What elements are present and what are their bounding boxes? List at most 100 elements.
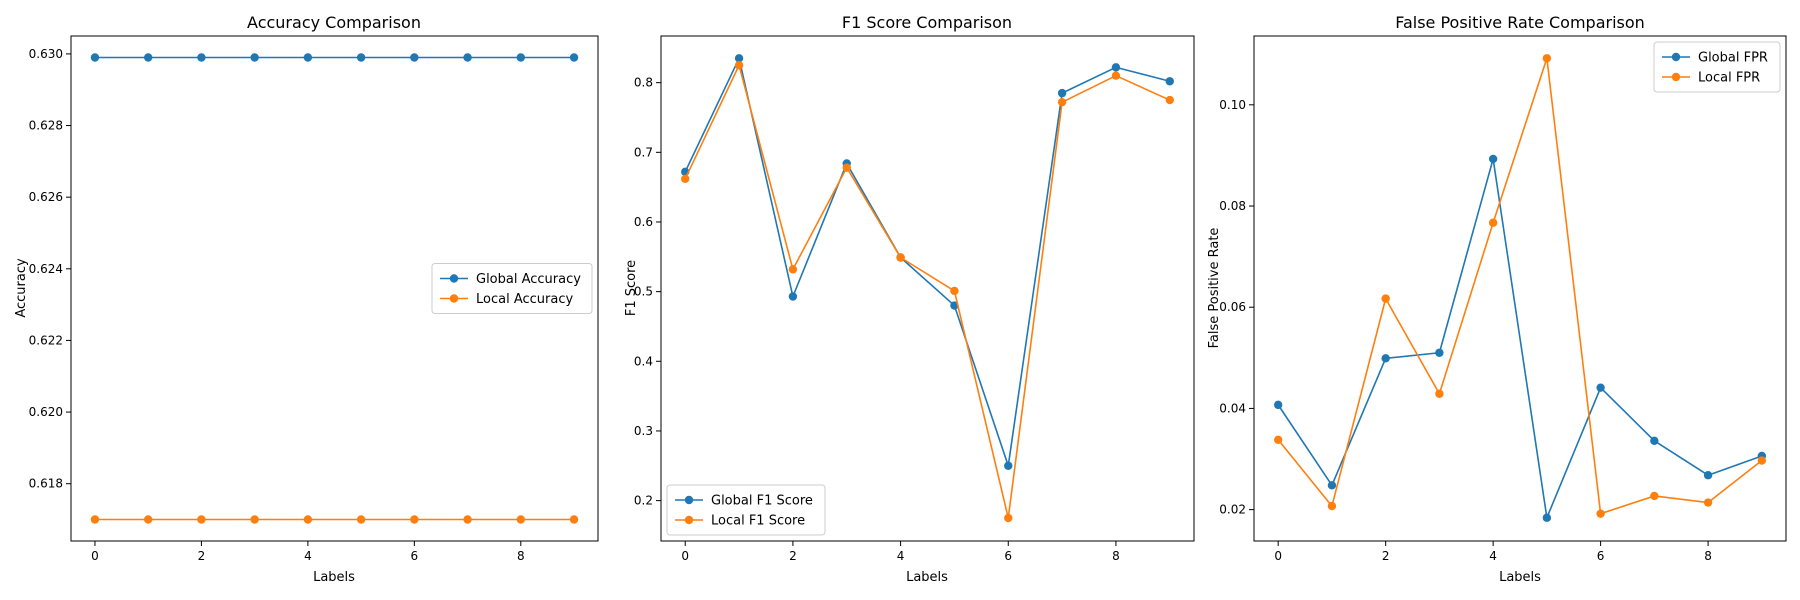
x-tick-label: 8 bbox=[1704, 549, 1712, 563]
y-tick-label: 0.630 bbox=[29, 47, 63, 61]
y-tick-label: 0.08 bbox=[1219, 199, 1246, 213]
y-axis-label: False Positive Rate bbox=[1207, 228, 1222, 349]
legend: Global F1 Score Local F1 Score bbox=[666, 484, 826, 536]
legend-swatch-marker bbox=[1671, 52, 1681, 62]
data-point bbox=[516, 515, 526, 524]
data-point bbox=[1488, 218, 1498, 227]
data-point bbox=[1703, 498, 1713, 507]
data-point bbox=[1542, 513, 1552, 522]
legend-label: Global FPR bbox=[1698, 51, 1768, 66]
data-point bbox=[1327, 501, 1337, 511]
data-point bbox=[1542, 54, 1552, 63]
y-tick-label: 0.6 bbox=[634, 215, 653, 229]
y-tick-label: 0.3 bbox=[634, 424, 653, 438]
data-point bbox=[1757, 456, 1767, 465]
data-point bbox=[734, 54, 744, 63]
x-tick-label: 8 bbox=[1112, 549, 1120, 563]
y-tick-label: 0.622 bbox=[29, 333, 63, 347]
data-point bbox=[303, 515, 313, 524]
f1-score-panel: F1 Score Comparison Labels F1 Score 0 2 4 6… bbox=[624, 13, 1195, 585]
y-tick-label: 0.624 bbox=[29, 262, 63, 276]
data-point bbox=[1057, 88, 1067, 98]
x-axis-label: Labels bbox=[1499, 570, 1541, 585]
data-point bbox=[1488, 154, 1498, 164]
y-tick-label: 0.4 bbox=[634, 354, 653, 368]
data-point bbox=[143, 53, 153, 62]
data-point bbox=[197, 53, 206, 62]
legend-box bbox=[1653, 41, 1781, 93]
data-point bbox=[788, 265, 798, 274]
data-point bbox=[1703, 471, 1713, 480]
data-point bbox=[681, 174, 690, 183]
x-tick-label: 0 bbox=[1274, 549, 1282, 563]
series-line bbox=[1277, 57, 1763, 515]
series-line bbox=[684, 64, 1171, 519]
axes-frame bbox=[660, 35, 1195, 542]
data-point bbox=[1111, 63, 1121, 72]
data-point bbox=[788, 292, 798, 301]
data-point bbox=[1650, 491, 1659, 501]
data-point bbox=[516, 53, 526, 62]
data-point bbox=[90, 53, 100, 62]
data-point bbox=[463, 53, 472, 62]
legend-swatch-marker bbox=[684, 515, 694, 525]
data-point bbox=[356, 515, 366, 524]
data-point bbox=[896, 253, 905, 262]
data-point bbox=[250, 515, 259, 524]
y-tick-label: 0.02 bbox=[1219, 503, 1246, 517]
y-tick-label: 0.626 bbox=[29, 190, 63, 204]
y-tick-label: 0.06 bbox=[1219, 300, 1246, 314]
y-tick-label: 0.5 bbox=[634, 285, 653, 299]
x-tick-label: 0 bbox=[681, 549, 689, 563]
x-tick-label: 4 bbox=[897, 549, 905, 563]
data-point bbox=[1165, 95, 1174, 105]
x-tick-label: 4 bbox=[304, 549, 312, 563]
data-point bbox=[90, 515, 100, 524]
data-point bbox=[1381, 294, 1390, 303]
data-point bbox=[950, 286, 959, 296]
x-tick-label: 2 bbox=[789, 549, 797, 563]
x-axis-label: Labels bbox=[313, 570, 355, 585]
plot-area: 0 2 4 6 8 0.02 0.04 0.06 0.08 0.10 Global FPR Local… bbox=[1219, 35, 1787, 563]
legend-swatch-marker bbox=[684, 495, 694, 505]
data-point bbox=[1596, 383, 1605, 392]
legend-box bbox=[666, 484, 826, 536]
data-point bbox=[1435, 389, 1444, 398]
y-tick-label: 0.7 bbox=[634, 145, 653, 159]
data-point bbox=[1004, 513, 1013, 523]
data-point bbox=[463, 515, 472, 524]
chart-title: F1 Score Comparison bbox=[842, 13, 1012, 32]
data-point bbox=[1004, 461, 1013, 470]
data-point bbox=[250, 53, 259, 62]
data-point bbox=[1435, 348, 1444, 357]
data-point bbox=[143, 515, 153, 524]
y-tick-label: 0.10 bbox=[1219, 98, 1246, 112]
data-point bbox=[1273, 400, 1283, 410]
legend-label: Global F1 Score bbox=[711, 494, 813, 509]
data-point bbox=[1273, 435, 1283, 444]
x-tick-label: 6 bbox=[1597, 549, 1605, 563]
legend-label: Local Accuracy bbox=[476, 292, 573, 307]
data-point bbox=[842, 163, 851, 172]
data-point bbox=[1327, 481, 1337, 490]
data-point bbox=[734, 61, 744, 70]
y-axis-label: F1 Score bbox=[624, 260, 639, 316]
y-axis-label: Accuracy bbox=[14, 258, 29, 318]
y-tick-label: 0.620 bbox=[29, 405, 63, 419]
data-point bbox=[1057, 97, 1067, 107]
x-axis-label: Labels bbox=[906, 570, 948, 585]
legend-label: Global Accuracy bbox=[476, 272, 581, 287]
data-point bbox=[569, 53, 579, 62]
chart-title: Accuracy Comparison bbox=[247, 13, 421, 32]
legend-swatch-marker bbox=[1671, 72, 1681, 82]
y-tick-label: 0.8 bbox=[634, 76, 653, 90]
data-point bbox=[410, 515, 419, 524]
data-point bbox=[410, 53, 419, 62]
x-tick-label: 6 bbox=[1004, 549, 1012, 563]
data-point bbox=[1381, 354, 1390, 363]
y-tick-label: 0.2 bbox=[634, 494, 653, 508]
plot-area: 0 2 4 6 8 0.2 0.3 0.4 0.5 0.6 0.7 0.8 Global F1 Scor… bbox=[634, 35, 1195, 563]
data-point bbox=[303, 53, 313, 62]
legend: Global FPR Local FPR bbox=[1653, 41, 1781, 93]
